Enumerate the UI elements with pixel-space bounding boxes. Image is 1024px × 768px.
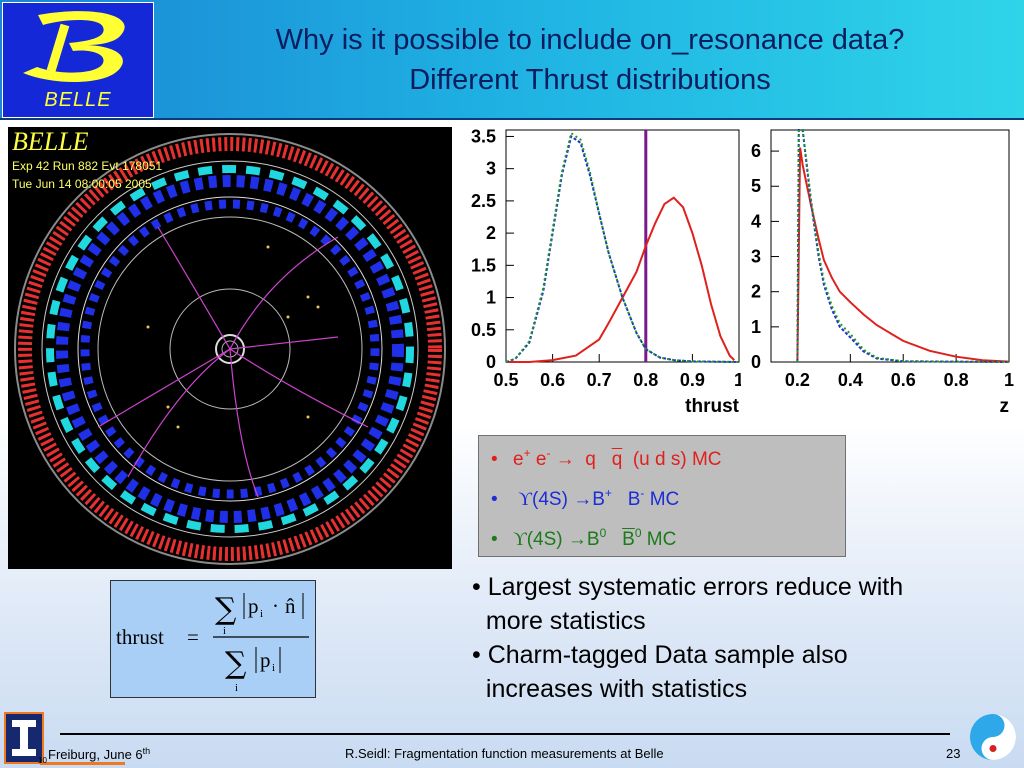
thrust-y-tick-label: 1.5	[471, 255, 496, 275]
denominator-sigma: ∑	[225, 646, 247, 681]
slide-title-line-2: Different Thrust distributions	[409, 64, 771, 96]
denominator-p: p	[260, 648, 271, 672]
belle-logo: BELLE	[2, 2, 154, 118]
numerator-sigma: ∑	[215, 592, 237, 627]
z-distribution-chart: 0.2 0.4 0.6 0.8 1 0 1 2 3 4 5 6 z	[741, 128, 1024, 428]
z-x-tick-label: 1	[1004, 370, 1014, 390]
z-chart-svg: 0.2 0.4 0.6 0.8 1 0 1 2 3 4 5 6 z	[751, 129, 1014, 417]
z-x-tick-label: 0.2	[785, 370, 810, 390]
formula-drawing: thrust = ∑ i p i · n̂ ∑ i p i	[116, 592, 309, 694]
z-y-tick-label: 4	[751, 211, 761, 231]
numerator-sum-index: i	[223, 625, 226, 637]
thrust-x-tick-label: 0.5	[493, 370, 518, 390]
z-series-2	[796, 129, 1010, 363]
illinois-logo	[4, 712, 44, 764]
event-display-image: BELLE Exp 42 Run 882 Evt 178051 Tue Jun …	[8, 127, 452, 569]
slide-title-line-1: Why is it possible to include on_resonan…	[275, 24, 905, 56]
z-series-3	[796, 129, 1010, 363]
arrow-icon: →	[555, 449, 575, 470]
thrust-distribution-chart: 0.5 0.6 0.7 0.8 0.9 1 0 0.5 1 1.5 2 2.5 3 3.5 thrust	[459, 126, 744, 428]
thrust-series-2	[505, 134, 740, 363]
z-x-tick-label: 0.4	[838, 370, 863, 390]
unit-vector-n: n̂	[285, 594, 296, 618]
footer-venue-date: Freiburg, June 6th	[48, 746, 151, 762]
belle-logo-text: BELLE	[44, 89, 112, 111]
numerator-p-index: i	[260, 608, 263, 620]
thrust-y-tick-label: 2.5	[471, 191, 496, 211]
event-date: Tue Jun 14 08:00:05 2005	[12, 177, 152, 191]
thrust-x-tick-label: 0.6	[540, 370, 565, 390]
bullet-line-1: • Largest systematic errors reduce with	[472, 573, 904, 601]
thrust-x-axis-label: thrust	[685, 396, 740, 417]
page-number: 23	[946, 746, 961, 761]
dot-operator: ·	[272, 594, 279, 618]
illinois-i-icon	[12, 720, 36, 756]
thrust-y-tick-label: 3	[486, 159, 496, 179]
thrust-y-tick-label: 1	[486, 288, 496, 308]
legend-item-neutral-b: • ϒ(4S) →B0 B0 MC	[491, 526, 677, 550]
bullet-line-3: • Charm-tagged Data sample also	[472, 641, 848, 669]
formula-lhs: thrust	[116, 625, 164, 649]
legend-item-charged-b: • ϒ(4S) →B+ B- MC	[491, 486, 680, 510]
thrust-x-tick-label: 0.9	[680, 370, 705, 390]
thrust-x-tick-label: 0.7	[587, 370, 612, 390]
z-y-tick-label: 2	[751, 282, 761, 302]
thrust-y-tick-label: 0.5	[471, 320, 496, 340]
event-run-info: Exp 42 Run 882 Evt 178051	[12, 159, 163, 173]
z-x-tick-label: 0.6	[891, 370, 916, 390]
z-y-tick-label: 0	[751, 352, 761, 372]
footer-accent-bar	[40, 762, 125, 765]
thrust-series-1	[506, 196, 735, 363]
z-y-tick-label: 3	[751, 247, 761, 267]
numerator-p: p	[248, 594, 259, 618]
denominator-sum-index: i	[235, 682, 238, 694]
bullet-list: • Largest systematic errors reduce with …	[472, 570, 1012, 706]
footer-divider	[60, 733, 950, 735]
z-y-tick-label: 1	[751, 317, 761, 337]
formula-equals: =	[187, 625, 199, 649]
thrust-x-tick-label: 1	[734, 370, 741, 390]
z-x-tick-label: 0.8	[944, 370, 969, 390]
bullet-line-2: more statistics	[472, 607, 646, 635]
z-x-axis-label: z	[1000, 396, 1010, 417]
thrust-y-tick-label: 0	[486, 352, 496, 372]
footer-author-title: R.Seidl: Fragmentation function measurem…	[345, 746, 664, 761]
legend-box: • e+ e- → q q (u d s) MC • ϒ(4S) →B+ B- M…	[478, 435, 846, 557]
institute-logo	[968, 712, 1018, 762]
event-display-label: BELLE	[12, 127, 89, 156]
denominator-p-index: i	[272, 662, 275, 674]
belle-b-icon	[23, 11, 125, 83]
z-series-1	[796, 147, 1010, 363]
thrust-series-3	[505, 131, 740, 363]
thrust-frame	[505, 129, 740, 363]
thrust-x-tick-label: 0.8	[633, 370, 658, 390]
footer-small-number: 10	[38, 756, 47, 765]
yin-yang-icon	[970, 714, 1016, 760]
z-y-tick-label: 5	[751, 176, 761, 196]
detector-event-drawing	[14, 133, 446, 565]
bullet-line-4: increases with statistics	[472, 675, 748, 703]
thrust-y-tick-label: 2	[486, 223, 496, 243]
thrust-formula: thrust = ∑ i p i · n̂ ∑ i p i	[110, 580, 316, 698]
z-y-tick-label: 6	[751, 141, 761, 161]
slide-header: BELLE Why is it possible to include on_r…	[0, 0, 1024, 120]
legend-item-uds: • e+ e- → q q (u d s) MC	[491, 446, 722, 470]
z-frame	[770, 129, 1010, 363]
thrust-y-tick-label: 3.5	[471, 128, 496, 146]
